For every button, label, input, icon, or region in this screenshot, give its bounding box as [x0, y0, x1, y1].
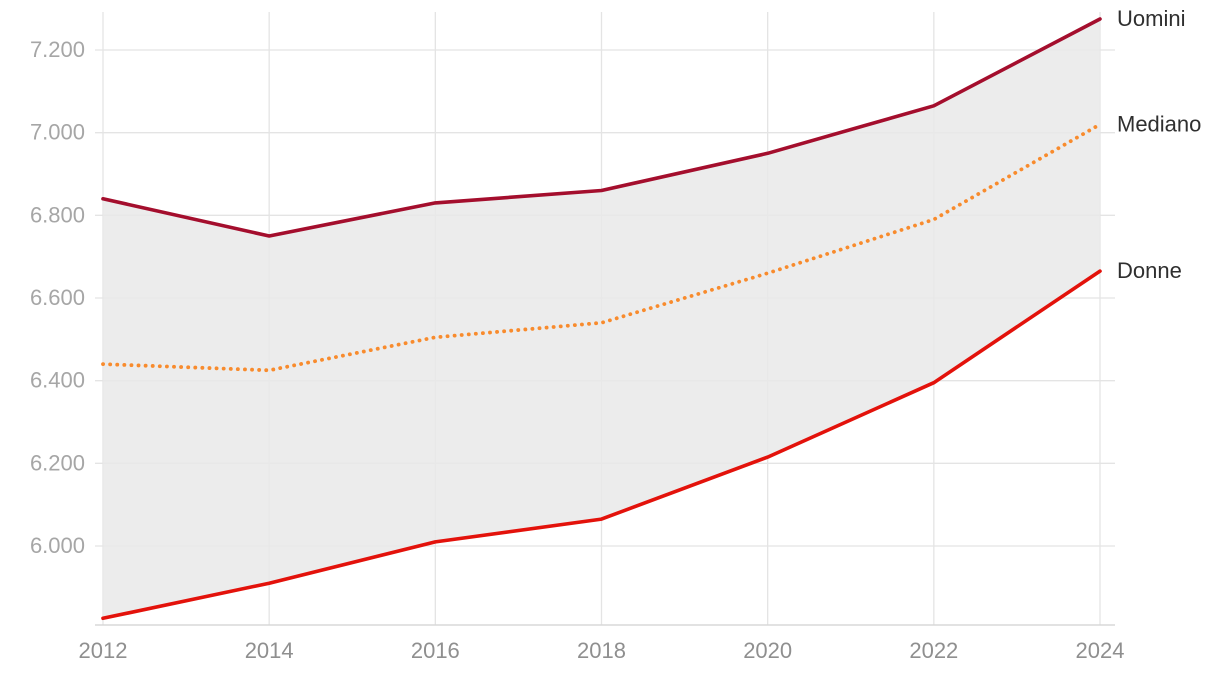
x-tick-label: 2014 [245, 638, 294, 663]
series-label-donne: Donne [1117, 258, 1182, 283]
y-tick-label: 7.000 [30, 120, 85, 145]
series-line-uomini [101, 17, 1102, 238]
band-area [103, 19, 1100, 619]
y-tick-label: 6.600 [30, 285, 85, 310]
x-tick-label: 2016 [411, 638, 460, 663]
x-tick-label: 2012 [79, 638, 128, 663]
x-tick-label: 2018 [577, 638, 626, 663]
y-tick-label: 7.200 [30, 37, 85, 62]
x-tick-label: 2020 [743, 638, 792, 663]
series-line-mediano [101, 122, 1102, 373]
y-tick-label: 6.400 [30, 368, 85, 393]
series-line-donne [101, 269, 1102, 621]
x-tick-label: 2024 [1076, 638, 1125, 663]
y-tick-label: 6.200 [30, 450, 85, 475]
y-tick-label: 6.000 [30, 533, 85, 558]
x-tick-label: 2022 [909, 638, 958, 663]
series-label-uomini: Uomini [1117, 6, 1185, 31]
series-label-mediano: Mediano [1117, 111, 1201, 136]
y-tick-label: 6.800 [30, 202, 85, 227]
